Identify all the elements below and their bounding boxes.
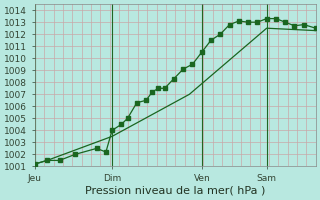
X-axis label: Pression niveau de la mer( hPa ): Pression niveau de la mer( hPa ) [85,186,266,196]
